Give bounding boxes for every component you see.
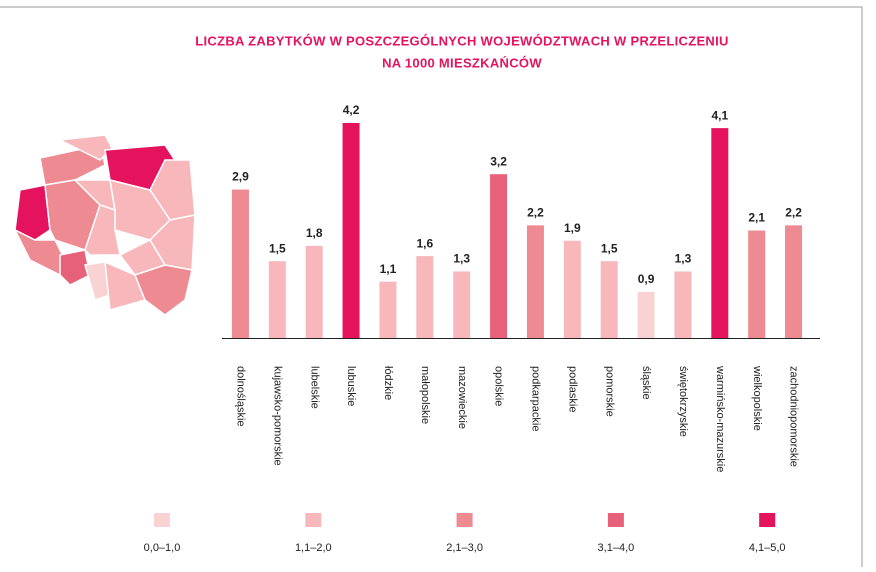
value-label: 0,9 (638, 272, 655, 286)
legend-swatch (607, 513, 624, 527)
bar (416, 256, 434, 338)
x-tick-label: wielkopolskie (751, 365, 763, 431)
value-label: 1,5 (601, 241, 618, 255)
value-label: 1,6 (416, 236, 433, 250)
bar (600, 261, 618, 338)
x-tick-label: małopolskie (419, 366, 431, 424)
value-label: 1,3 (453, 252, 470, 266)
bar (342, 123, 360, 338)
bar (563, 240, 581, 338)
map (13, 134, 196, 316)
value-label: 2,9 (232, 170, 249, 184)
legend-label: 3,1–4,0 (598, 542, 635, 554)
x-tick-label: zachodniopomorskie (788, 366, 800, 467)
value-label: 1,3 (675, 252, 692, 266)
bar (748, 230, 766, 338)
value-label: 4,2 (343, 103, 360, 117)
legend-swatch (759, 513, 776, 527)
value-label: 1,5 (269, 241, 286, 255)
region (14, 184, 51, 241)
x-tick-label: kujawsko-pomorskie (271, 366, 283, 466)
bar (379, 281, 397, 338)
x-tick-label: podlaskie (566, 366, 578, 412)
value-label: 1,9 (564, 221, 581, 235)
bar (268, 261, 286, 338)
value-label: 1,1 (380, 262, 397, 276)
x-tick-label: podkarpackie (530, 366, 542, 431)
bar (785, 225, 803, 338)
legend-label: 2,1–3,0 (446, 542, 483, 554)
x-tick-label: łódzkie (382, 366, 394, 400)
bar (526, 225, 544, 338)
value-label: 2,2 (527, 206, 544, 220)
bar (674, 271, 692, 338)
legend-label: 0,0–1,0 (144, 542, 181, 554)
x-tick-label: opolskie (493, 366, 505, 406)
bar (637, 291, 655, 338)
value-label: 3,2 (490, 154, 507, 168)
value-label: 2,2 (785, 206, 802, 220)
x-tick-label: lubelskie (308, 366, 320, 409)
x-tick-label: lubuskie (345, 366, 357, 406)
x-tick-label: dolnośląskie (235, 366, 247, 427)
region (57, 134, 113, 161)
legend-swatch (154, 513, 170, 527)
legend-swatch (305, 513, 322, 527)
x-tick-label: mazowieckie (456, 366, 468, 429)
x-tick-label: pomorskie (603, 366, 615, 417)
x-tick-label: warmińsko-mazurskie (714, 365, 726, 472)
legend-swatch (456, 513, 473, 527)
region (134, 264, 193, 316)
value-label: 4,1 (711, 108, 728, 122)
x-tick-label: świętokrzyskie (677, 366, 689, 437)
value-label: 2,1 (748, 211, 765, 225)
bar (711, 128, 729, 338)
bar (231, 189, 249, 338)
legend-label: 4,1–5,0 (749, 542, 786, 554)
value-label: 1,8 (306, 226, 323, 240)
bar (453, 271, 471, 338)
bar (490, 174, 508, 338)
region (59, 249, 91, 286)
legend-label: 1,1–2,0 (295, 542, 332, 554)
frame (0, 6, 863, 567)
bar (305, 245, 323, 338)
chart-subtitle: NA 1000 MIESZKAŃCÓW (382, 55, 542, 70)
x-tick-label: śląskie (640, 366, 652, 400)
chart-title: LICZBA ZABYTKÓW W POSZCZEGÓLNYCH WOJEWÓD… (195, 33, 728, 48)
